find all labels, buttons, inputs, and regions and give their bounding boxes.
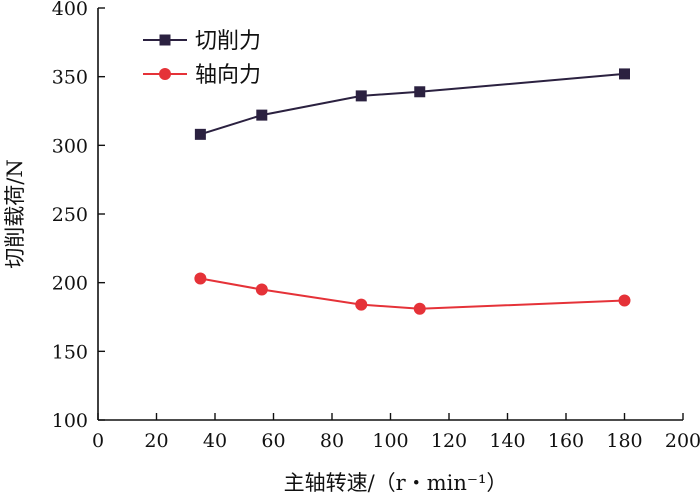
y-tick-label: 150 [52,341,88,363]
data-point [355,90,367,102]
x-tick-label: 180 [606,430,642,452]
x-tick-label: 0 [92,430,104,452]
x-tick-label: 60 [261,430,285,452]
series-line [200,72,625,136]
x-tick-label: 140 [489,430,525,452]
y-tick-label: 300 [52,135,88,157]
legend-item: 切削力 [143,29,261,54]
x-tick-label: 100 [372,430,408,452]
axes [97,8,683,421]
y-tick-label: 200 [52,273,88,295]
legend-label: 切削力 [195,29,261,54]
y-ticks: 100 150 200 250 300 350 400 [52,0,105,432]
data-point [618,294,631,307]
x-tick-label: 160 [548,430,584,452]
series-1 [194,68,630,140]
y-axis-title: 切削载荷/N [3,159,27,268]
data-point [255,283,268,296]
y-tick-label: 400 [52,0,88,20]
x-tick-label: 40 [203,430,227,452]
series-2 [194,272,631,315]
data-point [619,68,630,80]
series-group [194,68,631,315]
x-tick-label: 120 [431,430,467,452]
y-tick-label: 250 [52,204,88,226]
data-point [256,109,268,121]
data-point [413,302,426,315]
data-point [414,86,426,98]
x-tick-label: 200 [665,430,700,452]
legend-label: 轴向力 [195,63,261,88]
legend-marker [159,34,171,46]
data-point [194,128,206,140]
x-axis-title: 主轴转速/（r・min⁻¹） [284,471,508,495]
legend-marker [159,68,171,80]
legend-item: 轴向力 [143,63,261,88]
data-point [355,298,368,311]
x-ticks: 0 20 40 60 80 100 120 140 160 180 200 [92,413,700,452]
y-tick-label: 350 [52,67,88,89]
data-point [194,272,207,285]
x-tick-label: 80 [320,430,344,452]
y-tick-label: 100 [52,410,88,432]
x-tick-label: 20 [144,430,168,452]
